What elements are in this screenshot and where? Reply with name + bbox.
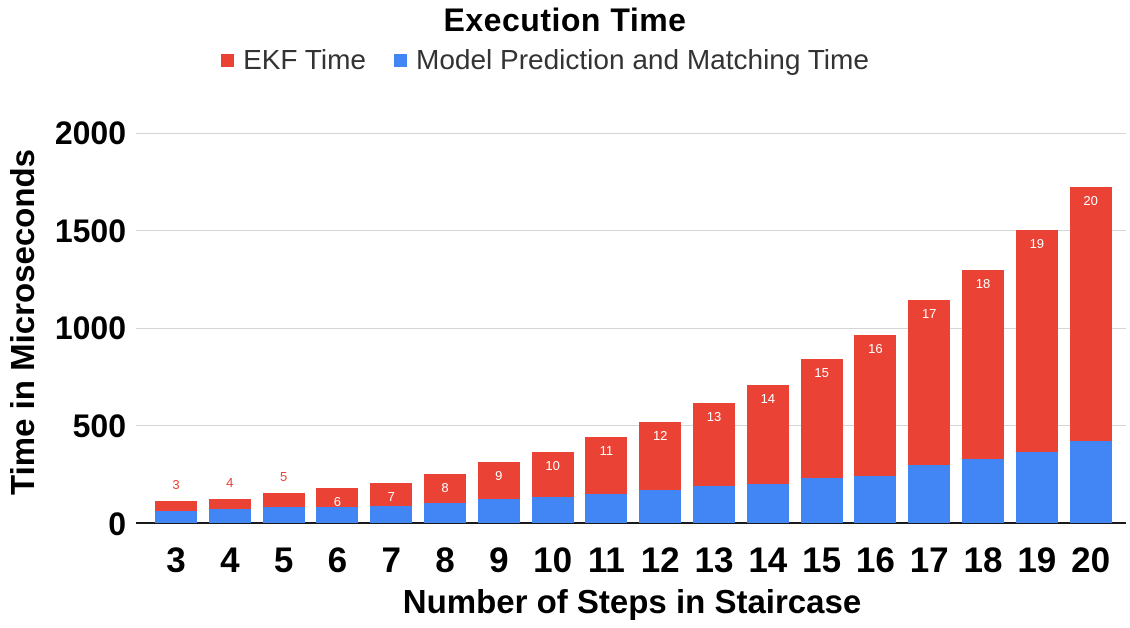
bar-label: 14 [760, 390, 776, 406]
bar-ekf-segment [854, 335, 897, 477]
x-axis-title: Number of Steps in Staircase [402, 583, 862, 620]
x-tick-label-11: 11 [587, 541, 625, 580]
x-tick-label-8: 8 [435, 541, 455, 580]
ekf-series-swatch-icon [221, 53, 235, 67]
bar-ekf-segment [639, 421, 682, 490]
bar-ekf-segment [693, 403, 735, 487]
y-tick-label-0: 0 [108, 505, 126, 542]
bar-model-segment [262, 507, 305, 524]
bar-label: 11 [599, 442, 614, 458]
bar-label: 12 [652, 427, 668, 443]
bar-model-segment [531, 497, 574, 524]
chart-title: Execution Time [443, 2, 687, 38]
bar-label: 9 [495, 468, 503, 483]
x-tick-label-12: 12 [640, 541, 680, 580]
bar-model-segment [639, 489, 682, 524]
x-tick-label-5: 5 [273, 541, 294, 580]
bar-label: 3 [172, 477, 180, 493]
x-tick-label-13: 13 [694, 541, 734, 580]
bar-label: 18 [975, 275, 991, 291]
bar-ekf-segment [477, 462, 520, 500]
gridline-1500 [136, 230, 1126, 232]
bar-label: 19 [1029, 236, 1045, 252]
bar-model-segment [155, 511, 197, 524]
bar-model-segment [316, 506, 359, 524]
bar-ekf-segment [262, 493, 305, 508]
bar-model-segment [800, 477, 843, 524]
bar-model-segment [1069, 441, 1112, 524]
bar-ekf-segment [531, 452, 574, 498]
x-axis-line [136, 522, 1126, 524]
bar-label: 17 [921, 305, 937, 321]
y-tick-label-2000: 2000 [54, 115, 126, 152]
bar-label: 10 [545, 458, 560, 474]
bar-label: 5 [279, 469, 288, 485]
bar-ekf-segment [746, 384, 789, 485]
legend-label-ekf: EKF Time [243, 44, 366, 75]
legend-item-ekf: EKF Time [221, 44, 366, 76]
x-tick-label-4: 4 [220, 541, 240, 580]
gridline-2000 [136, 132, 1126, 134]
x-tick-label-15: 15 [802, 541, 842, 580]
bar-ekf-segment [208, 498, 251, 510]
x-tick-label-14: 14 [748, 541, 788, 580]
x-tick-label-10: 10 [533, 541, 573, 580]
bar-ekf-segment [585, 436, 628, 494]
model-series-swatch-icon [394, 53, 407, 67]
bar-label: 15 [814, 364, 829, 380]
bar-model-segment [693, 486, 735, 524]
bar-label: 6 [333, 493, 341, 509]
bar-model-segment [908, 464, 951, 524]
x-tick-label-9: 9 [489, 541, 509, 580]
legend: EKF Time Model Prediction and Matching T… [0, 44, 1090, 76]
gridline-500 [136, 425, 1126, 427]
x-tick-label-20: 20 [1071, 541, 1111, 580]
bar-label: 16 [868, 341, 883, 357]
bar-label: 4 [226, 474, 234, 490]
bar-ekf-segment [316, 487, 359, 507]
y-tick-label-500: 500 [72, 407, 126, 444]
bar-model-segment [370, 505, 413, 524]
bar-ekf-segment [962, 269, 1004, 460]
legend-label-model: Model Prediction and Matching Time [416, 44, 869, 75]
y-tick-label-1000: 1000 [54, 310, 126, 347]
bar-ekf-segment [1069, 186, 1112, 442]
bar-label: 13 [706, 409, 722, 425]
x-tick-label-18: 18 [963, 541, 1003, 580]
bar-ekf-segment [1015, 230, 1058, 453]
x-tick-label-3: 3 [166, 541, 186, 580]
bar-ekf-segment [155, 501, 197, 512]
x-tick-label-19: 19 [1017, 541, 1057, 580]
bar-model-segment [854, 476, 897, 524]
bar-ekf-segment [800, 358, 843, 478]
y-tick-label-1500: 1500 [54, 212, 126, 249]
gridline-1000 [136, 327, 1126, 329]
bar-model-segment [746, 484, 789, 524]
bar-label: 20 [1083, 192, 1098, 208]
bar-ekf-segment [370, 482, 413, 506]
bar-model-segment [477, 499, 520, 524]
bar-label: 7 [387, 488, 395, 504]
bar-model-segment [585, 493, 628, 524]
bar-ekf-segment [908, 299, 951, 465]
x-tick-label-16: 16 [855, 541, 895, 580]
bar-model-segment [208, 509, 251, 524]
bar-model-segment [1015, 452, 1058, 524]
bar-model-segment [962, 459, 1004, 524]
x-tick-label-6: 6 [327, 541, 348, 580]
legend-item-model: Model Prediction and Matching Time [394, 44, 869, 76]
bar-model-segment [424, 503, 466, 524]
x-tick-label-17: 17 [909, 541, 949, 580]
bar-label: 8 [441, 479, 449, 495]
x-tick-label-7: 7 [381, 541, 401, 580]
bar-ekf-segment [424, 473, 466, 503]
